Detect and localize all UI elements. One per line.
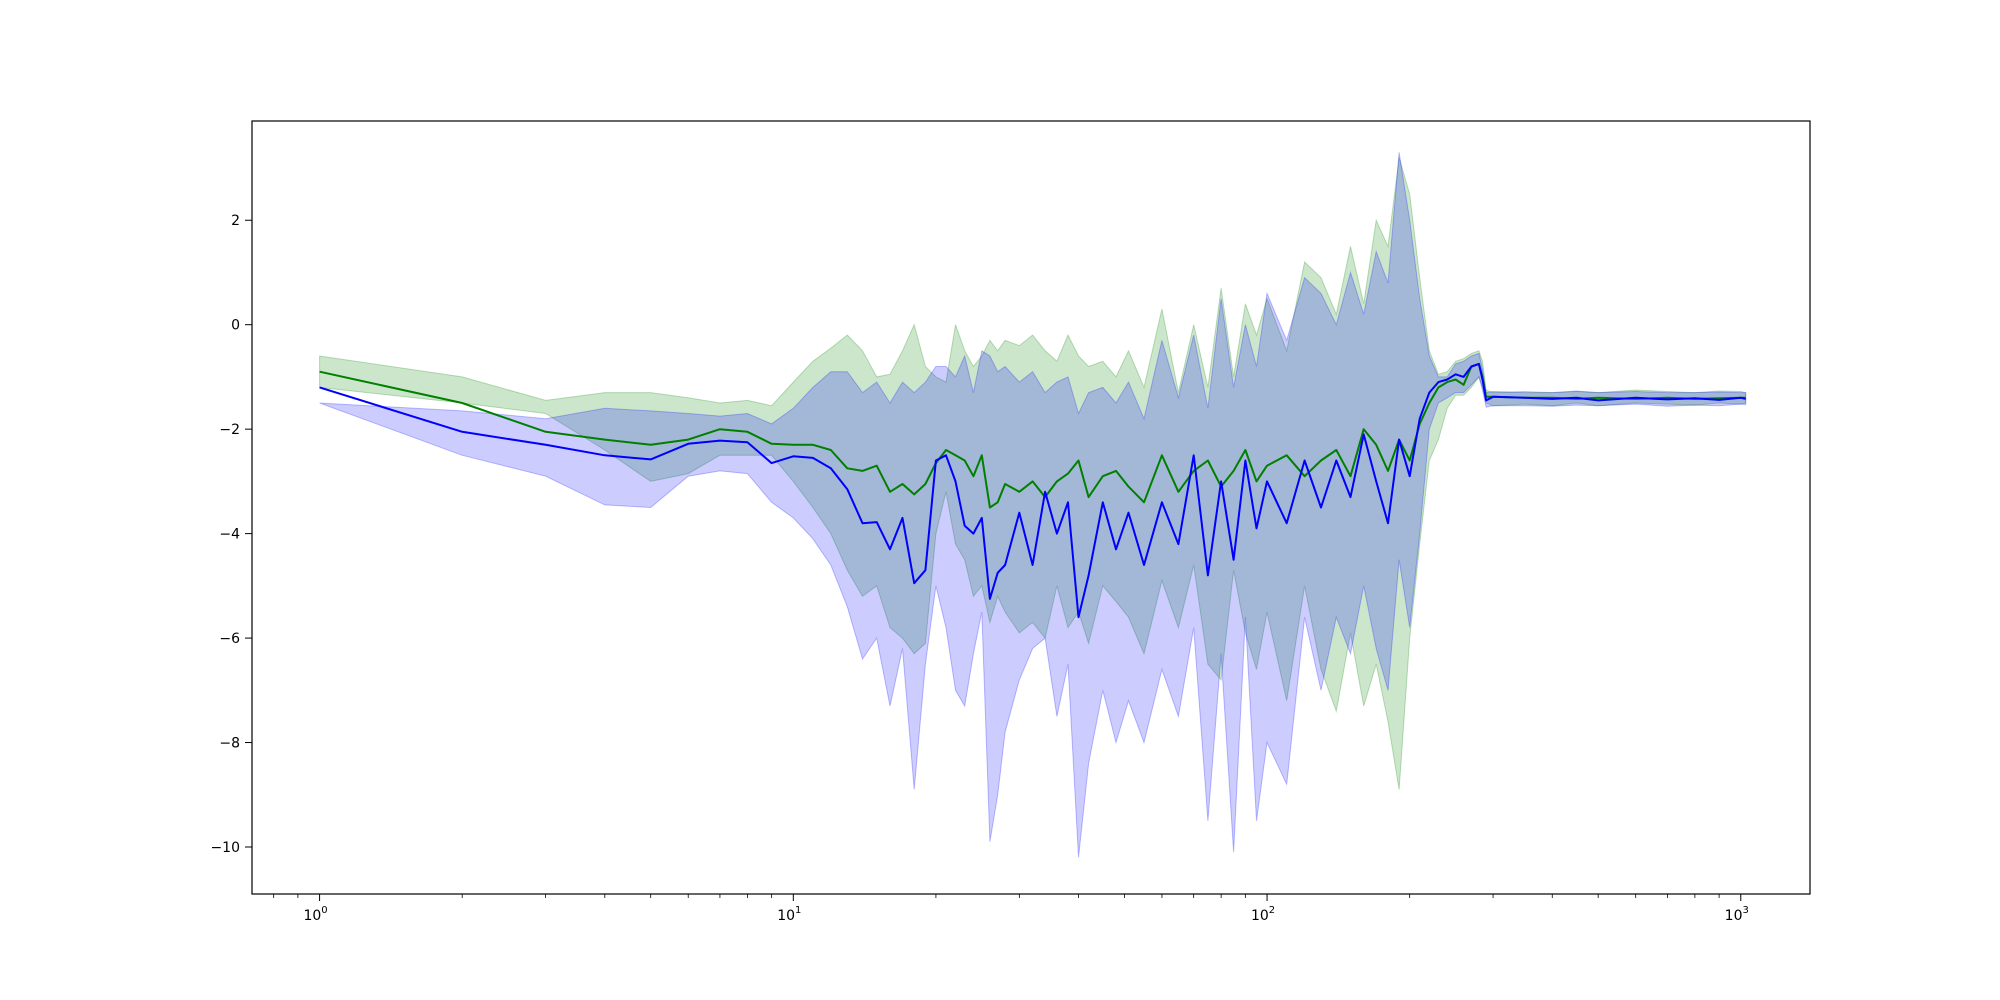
y-axis: 2 0 −2 −4 −6 −8 −10	[210, 213, 252, 856]
y-tick-label-2: −2	[219, 422, 240, 438]
series-lines	[319, 362, 1746, 619]
series-1-band	[319, 157, 1747, 790]
y-tick-label-3: −4	[219, 527, 240, 543]
y-tick-label-1: 0	[231, 318, 240, 334]
y-tick-label-5: −8	[219, 736, 240, 752]
plot-frame	[251, 120, 1811, 895]
y-tick-label-0: 2	[231, 213, 240, 229]
y-tick-label-4: −6	[219, 631, 240, 647]
series-2-line	[319, 362, 1746, 619]
y-tick-label-6: −10	[210, 840, 240, 856]
